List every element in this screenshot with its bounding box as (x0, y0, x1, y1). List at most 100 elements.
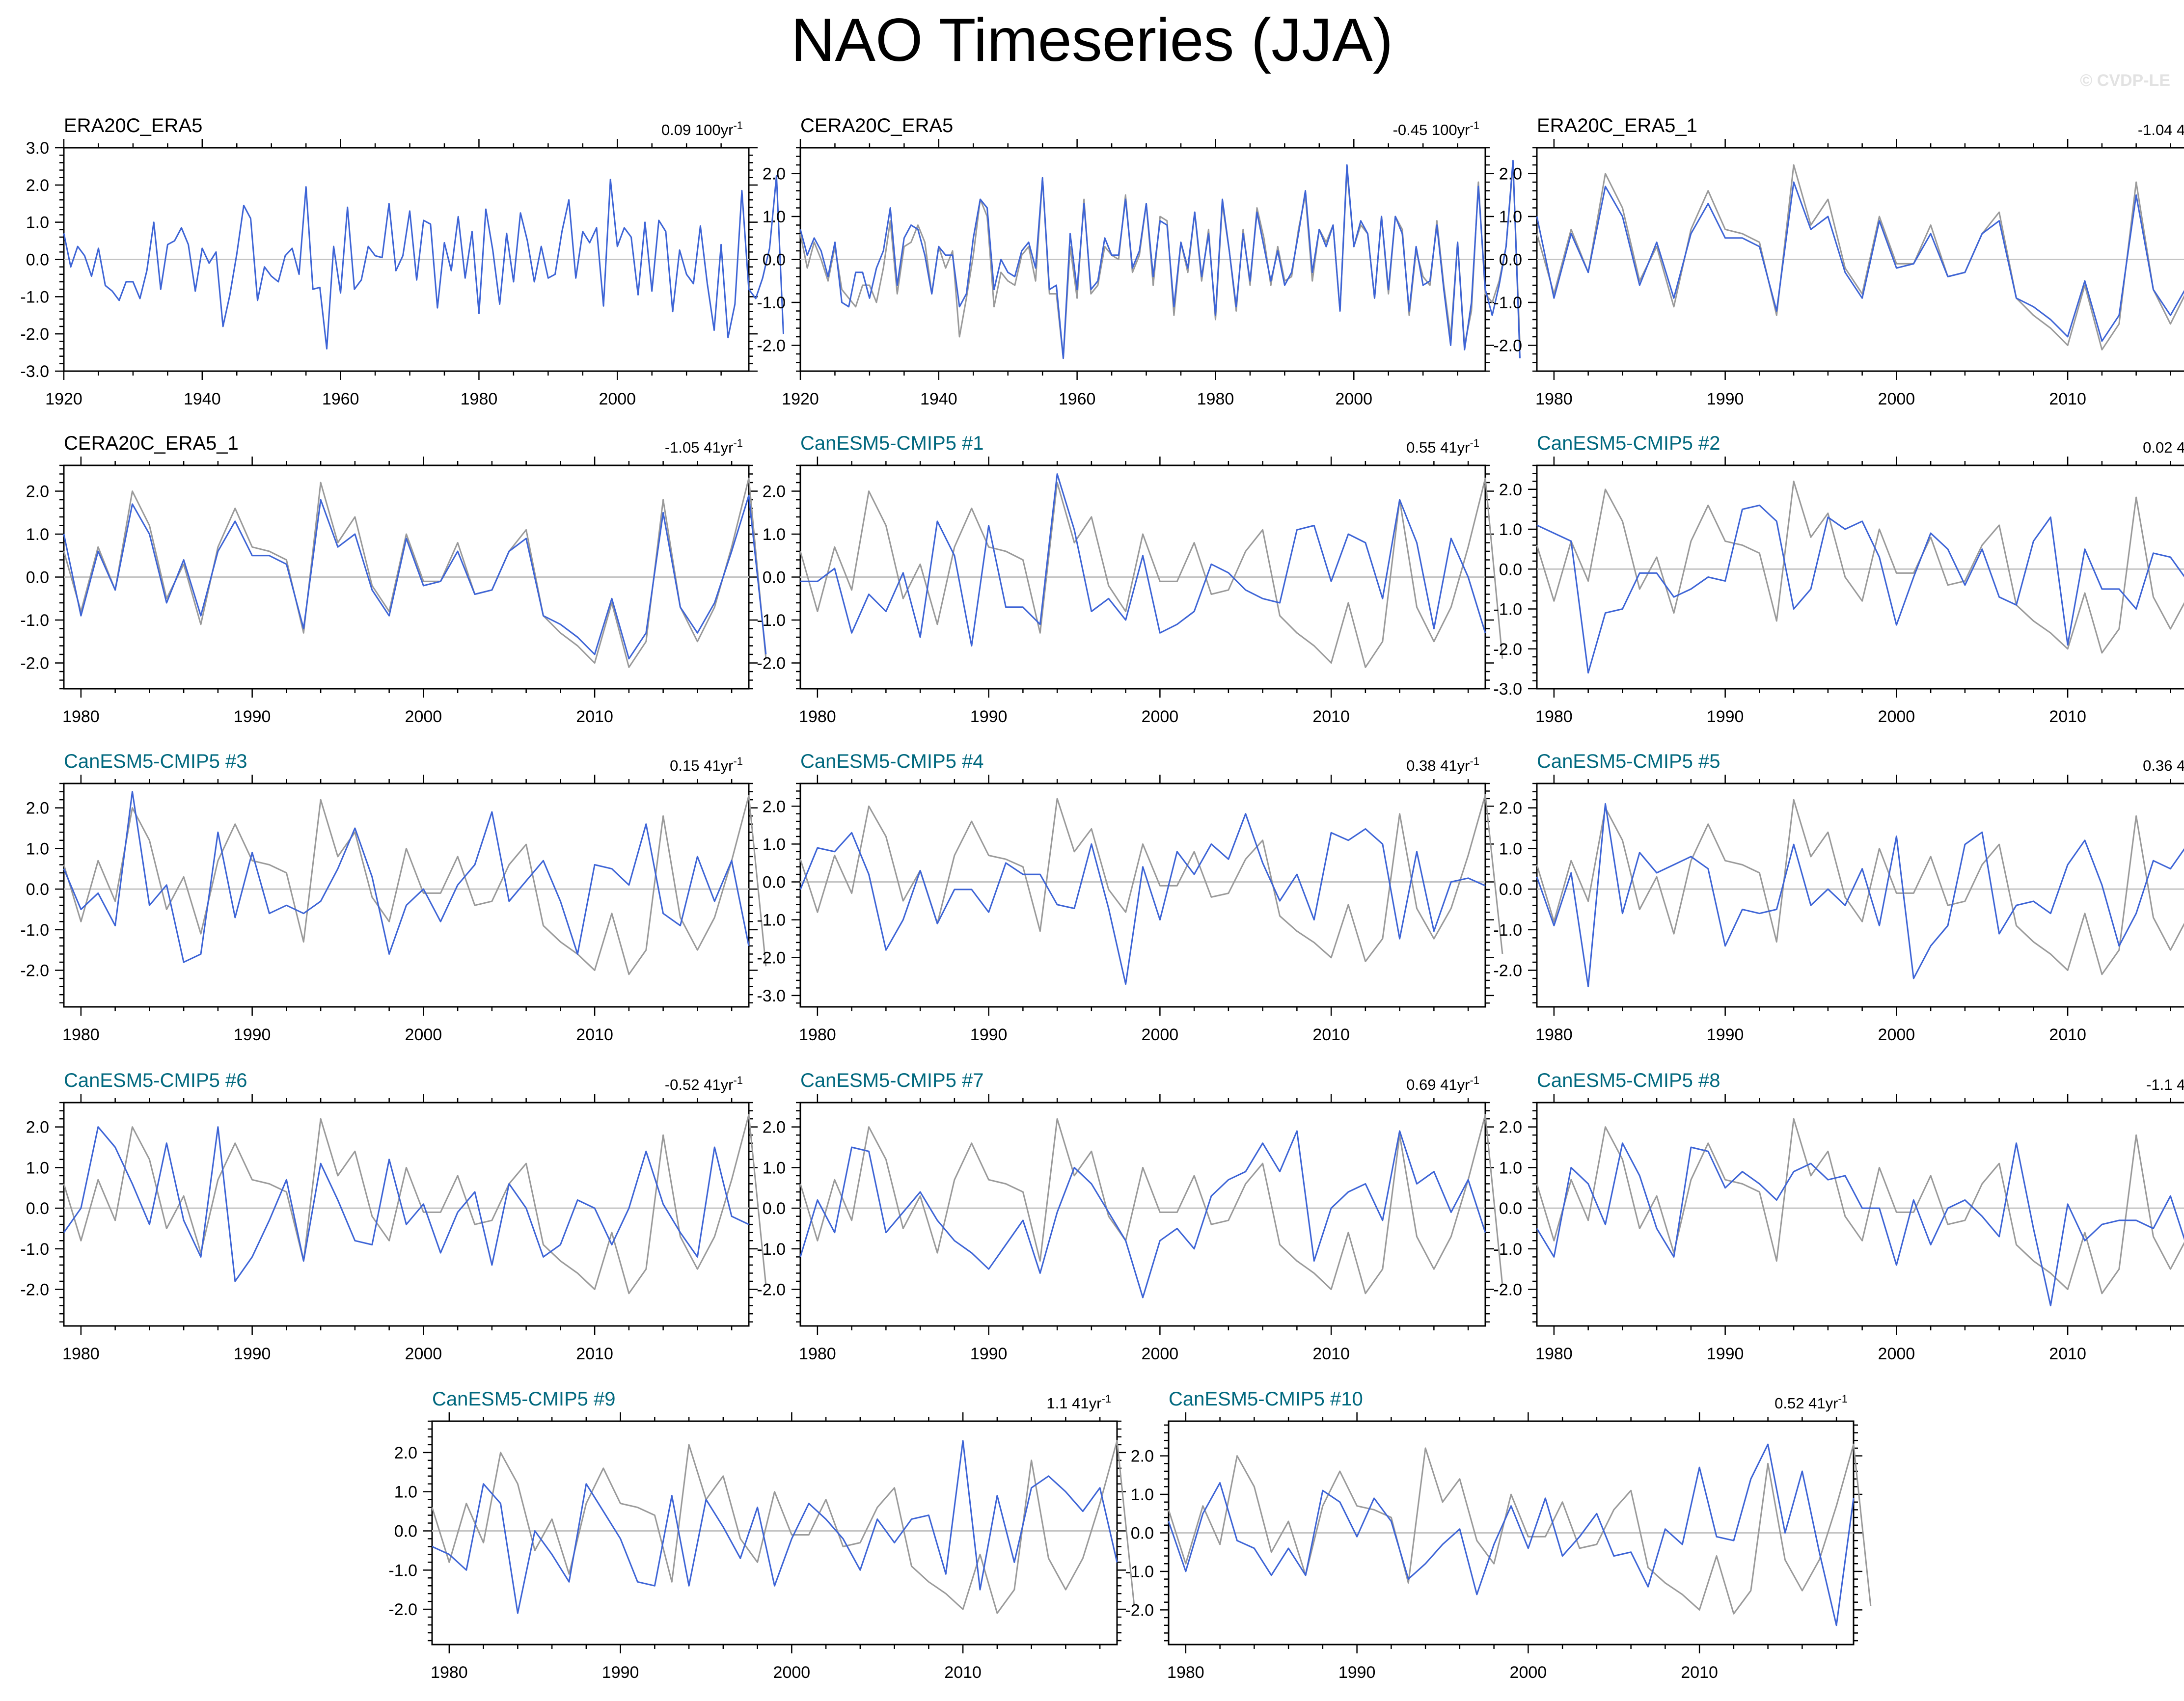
y-tick-label: 2.0 (394, 1444, 417, 1462)
trend-value: 0.09 (661, 121, 695, 138)
y-tick-label: 2.0 (763, 165, 786, 184)
observed-series-line (431, 1440, 1135, 1614)
panel-title: CERA20C_ERA5 (800, 115, 953, 136)
panel-title: CanESM5-CMIP5 #5 (1537, 751, 1720, 772)
trend-value: 0.15 (670, 757, 704, 774)
trend-value: 0.02 (2143, 439, 2177, 456)
y-tick-label: -2.0 (388, 1600, 417, 1619)
model-series-line (1536, 803, 2184, 988)
plot-frame (63, 1102, 750, 1327)
y-tick-label: -2.0 (1493, 337, 1522, 355)
y-tick-label: 2.0 (26, 483, 49, 501)
observed-series-line (799, 794, 1503, 962)
plot-frame (1536, 783, 2184, 1008)
model-series-line (1536, 181, 2184, 342)
observed-series-line (1536, 799, 2184, 975)
x-tick-label: 1990 (1707, 1026, 1744, 1044)
x-tick-label: 1940 (184, 390, 221, 408)
y-tick-label: 1.0 (1499, 839, 1522, 858)
y-tick-label: 0.0 (1499, 880, 1522, 899)
panel-trend: -1.04 41yr-1 (2138, 119, 2184, 138)
observed-series-line (63, 795, 767, 975)
y-tick-label: -2.0 (757, 1281, 786, 1299)
y-tick-label: 1.0 (1499, 1159, 1522, 1177)
y-tick-label: 1.0 (394, 1483, 417, 1502)
observed-series-line (63, 477, 767, 668)
x-tick-label: 1980 (461, 390, 498, 408)
x-tick-label: 1980 (431, 1663, 468, 1682)
y-tick-label: 0.0 (1131, 1524, 1154, 1543)
y-tick-label: -1.0 (757, 1240, 786, 1259)
panel-1: ERA20C_ERA5 0.09 100yr-1 3.0 2.0 1.0 0.0 -1.0 -… (20, 115, 784, 408)
model-series-line (432, 1440, 1118, 1614)
y-tick-label: 1.0 (26, 525, 49, 544)
plot-frame (1536, 1102, 2184, 1327)
panel-title: CanESM5-CMIP5 #10 (1169, 1388, 1363, 1410)
panel-trend: 0.09 100yr-1 (661, 119, 743, 138)
main-title: NAO Timeseries (JJA) (791, 6, 1393, 74)
x-tick-label: 2010 (2049, 390, 2086, 408)
trend-value: 0.69 (1406, 1076, 1440, 1093)
trend-value: -0.45 (1393, 121, 1432, 138)
x-tick-label: 2000 (1142, 1026, 1179, 1044)
panel-title: CanESM5-CMIP5 #2 (1537, 432, 1720, 454)
panel-6: CanESM5-CMIP5 #2 0.02 41yr-1 2.0 1.0 0.0 -1.0… (1493, 432, 2184, 726)
trend-exponent: -1 (733, 119, 743, 132)
x-tick-label: 1980 (62, 707, 100, 726)
trend-value: -1.05 (665, 439, 704, 456)
y-tick-label: -1.0 (757, 294, 786, 312)
x-tick-label: 2000 (1335, 390, 1372, 408)
x-tick-label: 2010 (944, 1663, 982, 1682)
trend-value: 0.55 (1406, 439, 1440, 456)
x-tick-label: 2000 (1142, 707, 1179, 726)
y-tick-label: 0.0 (763, 873, 786, 892)
y-tick-label: 1.0 (763, 835, 786, 854)
panel-10: CanESM5-CMIP5 #6 -0.52 41yr-1 2.0 1.0 0.0 -1.… (20, 1070, 767, 1363)
panel-title: CanESM5-CMIP5 #1 (800, 432, 983, 454)
panel-8: CanESM5-CMIP5 #4 0.38 41yr-1 2.0 1.0 0.0 -1.0… (757, 751, 1503, 1044)
panel-trend: -1.05 41yr-1 (665, 437, 743, 456)
y-tick-label: -1.0 (1493, 600, 1522, 619)
trend-value: 0.38 (1406, 757, 1440, 774)
y-tick-label: 1.0 (26, 214, 49, 232)
y-tick-label: 1.0 (763, 1159, 786, 1177)
x-tick-label: 2000 (1878, 1345, 1915, 1363)
y-tick-label: -2.0 (20, 325, 49, 344)
y-tick-label: 1.0 (1499, 208, 1522, 226)
x-tick-label: 1990 (1338, 1663, 1376, 1682)
x-tick-label: 2010 (2049, 1345, 2086, 1363)
model-series-line (1536, 504, 2184, 674)
panel-title: CanESM5-CMIP5 #3 (64, 751, 247, 772)
y-tick-label: 3.0 (26, 139, 49, 158)
x-tick-label: 1920 (45, 390, 82, 408)
panel-title: CERA20C_ERA5_1 (64, 432, 239, 454)
y-tick-label: 0.0 (1499, 560, 1522, 579)
y-tick-label: -1.0 (20, 288, 49, 306)
y-tick-label: 1.0 (763, 208, 786, 226)
y-tick-label: 0.0 (26, 251, 49, 270)
x-tick-label: 1920 (782, 390, 819, 408)
y-tick-label: -2.0 (20, 962, 49, 980)
y-tick-label: -1.0 (20, 611, 49, 630)
x-tick-label: 2000 (599, 390, 636, 408)
y-tick-label: -2.0 (20, 1281, 49, 1299)
trend-unit: 100yr (695, 121, 734, 138)
trend-exponent: -1 (733, 1074, 743, 1086)
trend-exponent: -1 (1101, 1393, 1111, 1405)
trend-unit: 41yr (1440, 757, 1470, 774)
panel-trend: 0.15 41yr-1 (670, 755, 743, 774)
x-tick-label: 1990 (602, 1663, 639, 1682)
panel-title: ERA20C_ERA5 (64, 115, 202, 136)
x-tick-label: 1990 (234, 1026, 271, 1044)
x-tick-label: 1980 (1535, 707, 1573, 726)
observed-series-line (1168, 1443, 1872, 1615)
y-tick-label: 0.0 (763, 568, 786, 587)
x-tick-label: 1960 (322, 390, 359, 408)
y-tick-label: -1.0 (20, 1240, 49, 1259)
panel-trend: -0.52 41yr-1 (665, 1074, 743, 1093)
x-tick-label: 2010 (1312, 707, 1350, 726)
trend-exponent: -1 (1838, 1393, 1848, 1405)
panel-title: CanESM5-CMIP5 #4 (800, 751, 983, 772)
y-tick-label: 1.0 (1131, 1485, 1154, 1504)
y-tick-label: 2.0 (763, 797, 786, 816)
